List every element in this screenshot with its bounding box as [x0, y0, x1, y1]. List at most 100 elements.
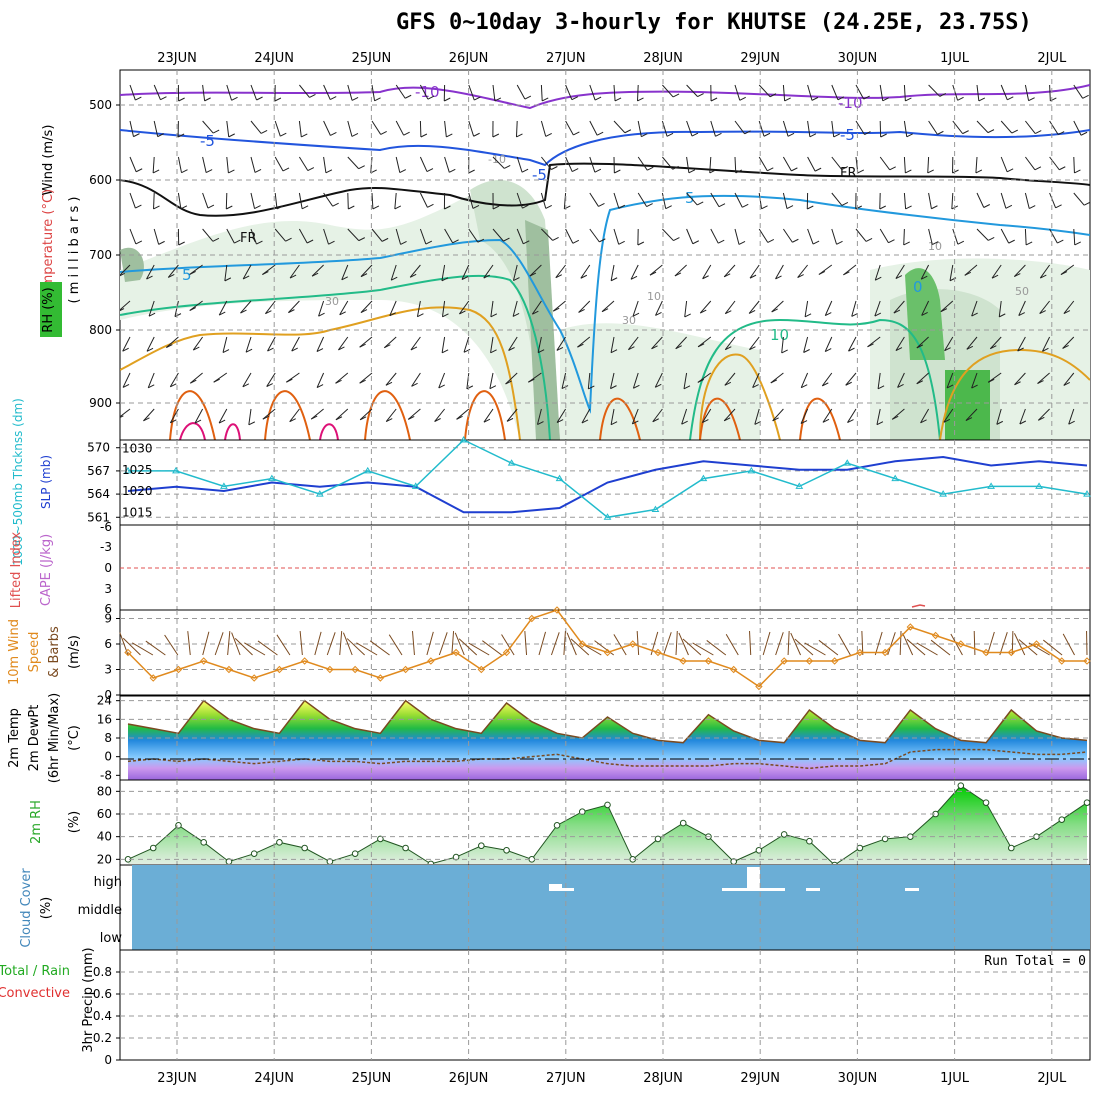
wind-barb	[411, 372, 421, 387]
wind-barb	[181, 169, 188, 174]
wind-barb	[632, 312, 640, 317]
wind-barb	[189, 270, 196, 275]
wind-barb	[734, 228, 740, 245]
wind-barb	[468, 642, 490, 656]
wind-barb	[212, 237, 220, 242]
wind-barb	[286, 378, 293, 383]
wind-speed-point	[1007, 648, 1015, 657]
wind-barb	[1042, 347, 1049, 352]
wind-barb	[700, 309, 707, 314]
wind-barb	[630, 264, 639, 280]
wind-barb	[298, 156, 309, 171]
wind-barb	[672, 165, 679, 170]
y-tick-label: 0.8	[93, 965, 112, 979]
wind-speed-point	[1032, 640, 1041, 648]
y-tick-label: 0	[104, 688, 112, 702]
wind-barb	[976, 84, 980, 101]
wind-barb	[581, 408, 591, 424]
wind-barb	[153, 192, 155, 210]
wind-barb	[596, 131, 604, 136]
wind-barb	[807, 156, 816, 172]
wind-barb	[135, 96, 142, 101]
rh-point	[250, 850, 258, 857]
wind-barb	[541, 228, 553, 241]
wind-barb	[1037, 380, 1044, 384]
wind-barb	[341, 276, 348, 281]
wind-barb	[309, 93, 316, 98]
wind-barb	[360, 273, 368, 278]
wind-barb	[1017, 336, 1026, 352]
wind-barb	[692, 240, 700, 245]
wind-barb	[266, 372, 276, 387]
wind-barb	[1018, 300, 1026, 316]
wind-barb	[686, 156, 690, 173]
wind-barb	[274, 192, 278, 209]
wind-barb	[410, 336, 421, 351]
wind-barb	[299, 631, 303, 656]
cloud-gap	[549, 884, 562, 891]
wind-barb	[1025, 241, 1033, 246]
wind-barb	[226, 120, 230, 137]
wind-barb	[749, 336, 760, 350]
wind-barb	[652, 418, 659, 423]
y-tick-label: -8	[100, 768, 112, 782]
wind-barb	[927, 156, 930, 174]
rh-point	[780, 831, 788, 838]
wind-barb	[601, 300, 615, 313]
wind-barb	[1014, 273, 1021, 277]
wind-barb	[434, 418, 441, 422]
wind-barb	[811, 96, 819, 101]
wind-barb	[790, 632, 802, 656]
wind-barb	[665, 205, 672, 210]
wind-barb	[131, 642, 154, 656]
wind-barb	[234, 638, 253, 656]
wind-barb	[167, 264, 179, 278]
wind-barb	[855, 84, 865, 100]
wind-barb	[847, 408, 857, 423]
wind-barb	[146, 275, 153, 280]
wind-barb	[944, 347, 951, 352]
thickness-point	[987, 482, 995, 489]
wind-barb	[545, 132, 552, 137]
wind-barb	[697, 336, 712, 348]
y-tick-label: 8	[104, 731, 112, 745]
wind-barb	[492, 228, 504, 242]
wind-barb	[782, 120, 789, 137]
wind-barb	[266, 383, 273, 388]
wind-barb	[706, 640, 727, 656]
label-slp: SLP (mb)	[39, 455, 53, 509]
wind-barb	[1008, 239, 1015, 244]
wind-barb	[692, 642, 714, 656]
wind-barb	[571, 96, 579, 101]
rh-point	[301, 844, 308, 852]
wind-barb	[874, 300, 881, 317]
wind-barb	[456, 415, 463, 420]
wind-barb	[529, 272, 537, 277]
wind-barb	[794, 638, 814, 656]
wind-barb	[552, 300, 566, 312]
label-precip: 3hr Precip (mm)	[81, 947, 96, 1052]
thickness-line	[128, 439, 1088, 519]
wind-barb	[426, 168, 434, 173]
wind-barb	[1073, 228, 1076, 246]
wind-barb	[990, 345, 997, 350]
wind-barb	[306, 239, 314, 244]
wind-barb	[742, 203, 749, 208]
wind-speed-point	[149, 674, 157, 682]
wind-barb	[710, 97, 718, 102]
wind-barb	[661, 192, 667, 209]
wind-barb	[978, 97, 986, 102]
wind-barb	[529, 264, 542, 277]
wind-barb	[442, 313, 449, 318]
wind-barb	[347, 192, 349, 210]
rh-point	[806, 837, 813, 845]
wind-barb	[347, 84, 353, 101]
wind-barb	[381, 237, 389, 242]
wind-barb	[875, 276, 882, 281]
wind-barb	[490, 349, 497, 354]
wind-barb	[256, 96, 263, 101]
wind-barb	[637, 97, 644, 102]
wind-barb	[234, 239, 241, 244]
wind-barb	[965, 408, 978, 421]
wind-barb	[537, 421, 544, 425]
